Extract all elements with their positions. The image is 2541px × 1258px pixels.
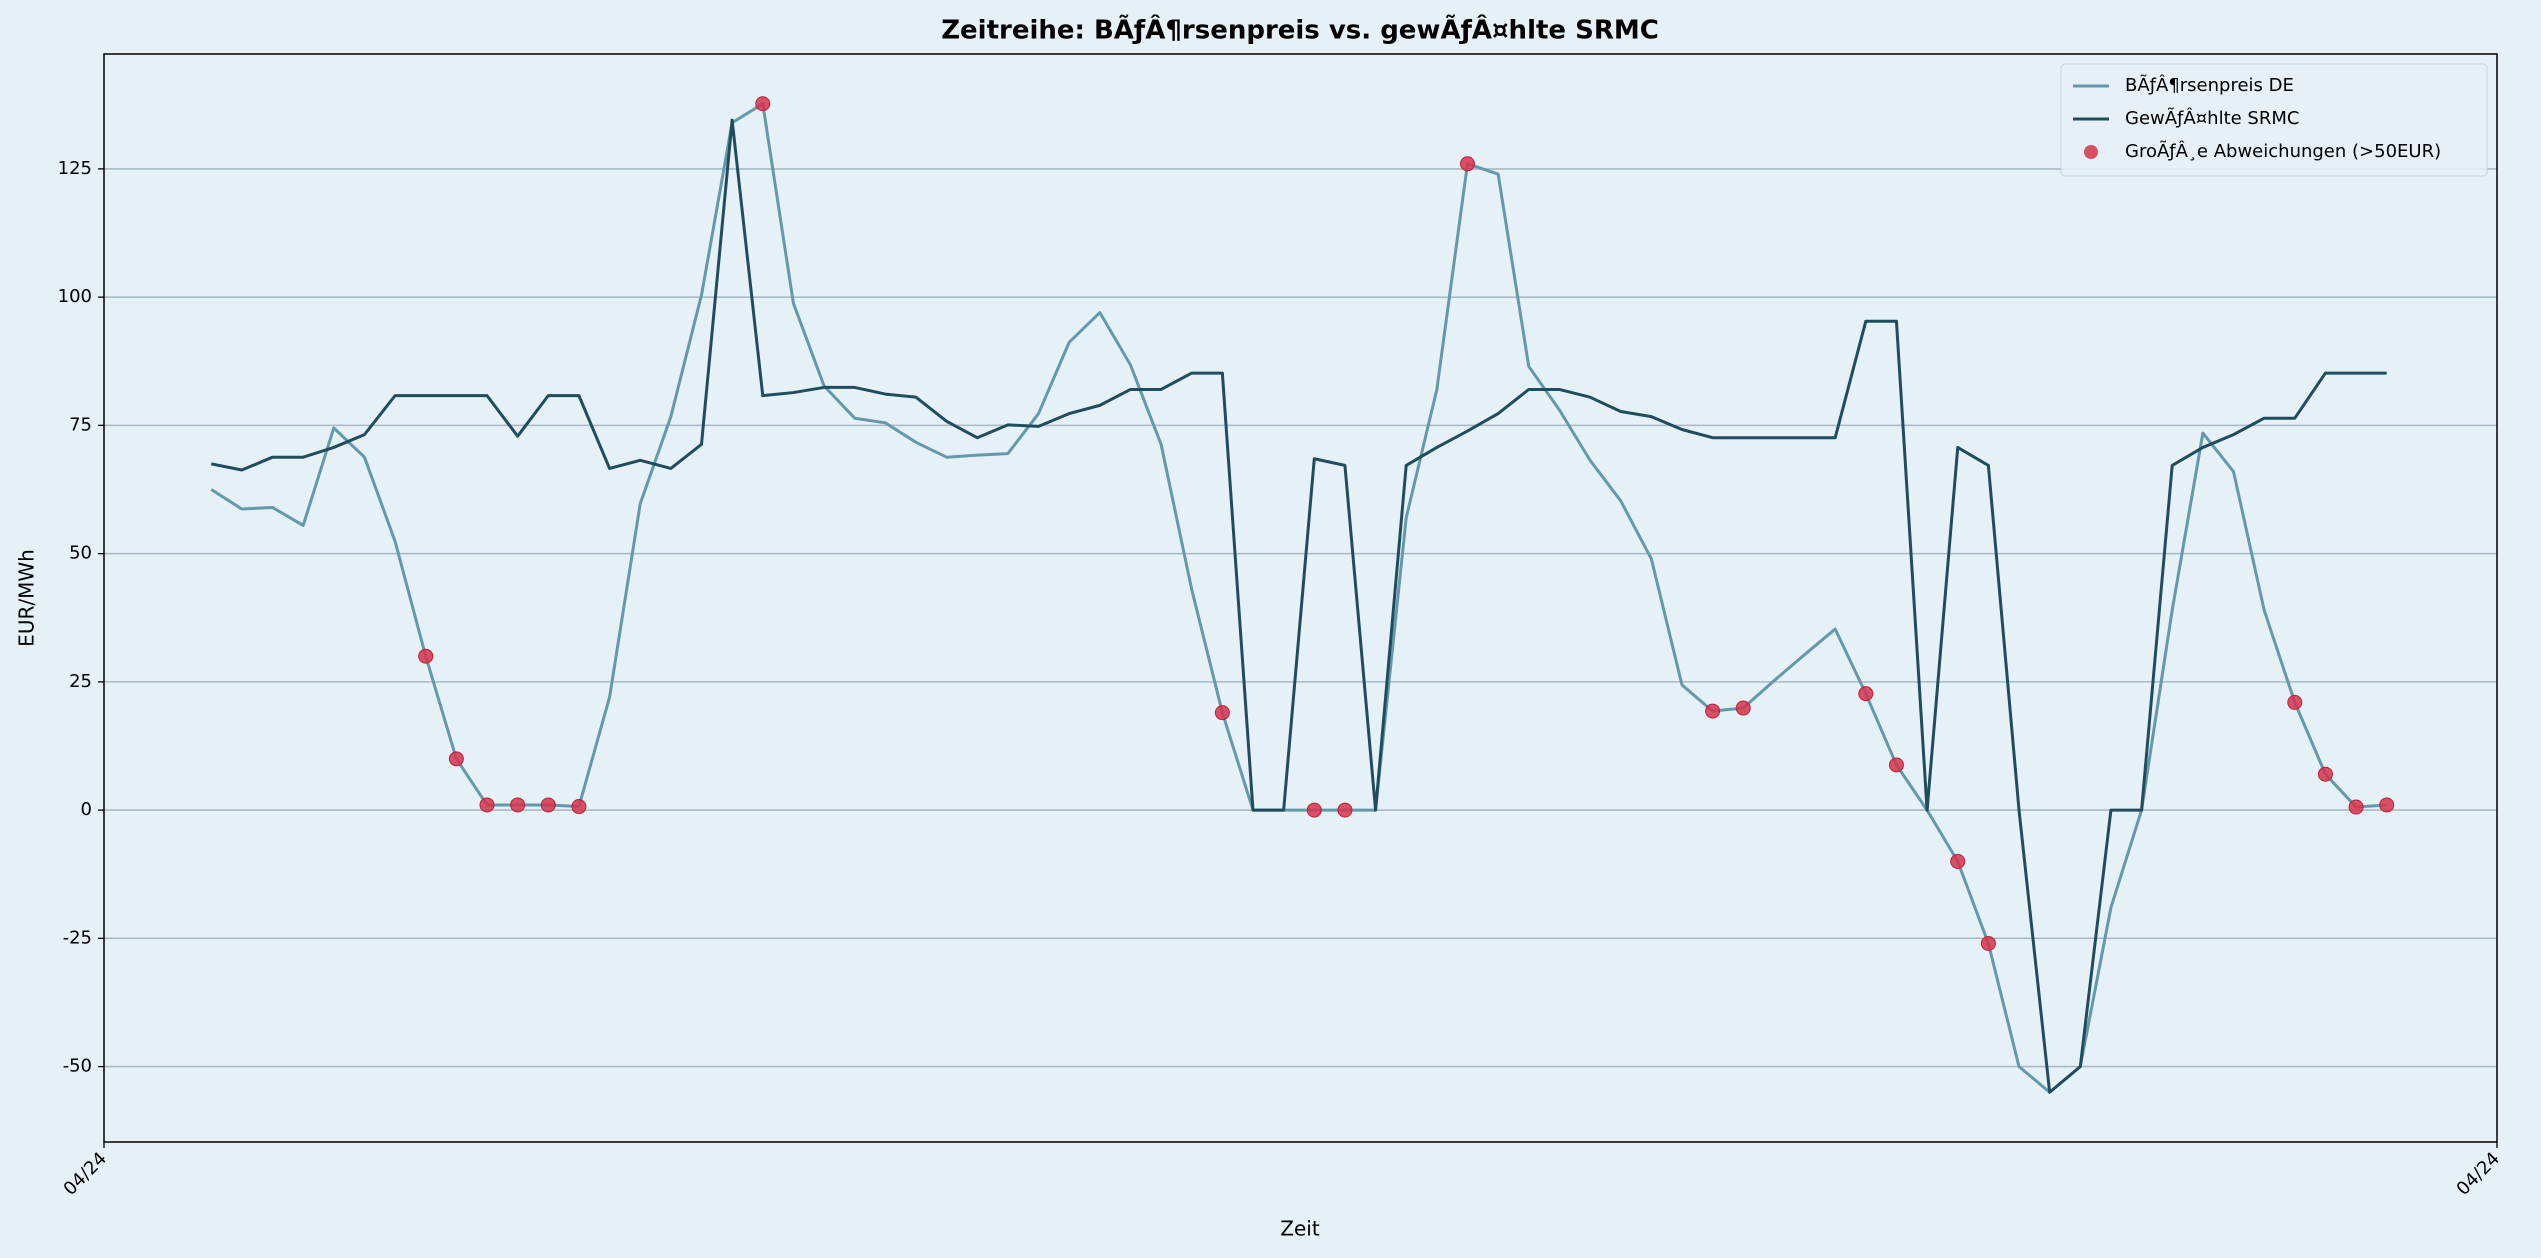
legend-label: GroÃƒÂ¸e Abweichungen (>50EUR) — [2125, 140, 2441, 162]
y-tick-label: 50 — [69, 543, 92, 564]
scatter-point — [1459, 156, 1475, 172]
scatter-point — [510, 797, 526, 813]
scatter-point — [1337, 802, 1353, 818]
scatter-point — [1980, 935, 1996, 951]
legend-label: BÃƒÂ¶rsenpreis DE — [2125, 74, 2294, 96]
scatter-point — [1705, 703, 1721, 719]
scatter-point — [418, 648, 434, 664]
y-tick-label: -50 — [63, 1056, 92, 1077]
scatter-point — [540, 797, 556, 813]
line-series — [210, 118, 2387, 1094]
scatter-point — [2287, 694, 2303, 710]
chart-title: Zeitreihe: BÃƒÂ¶rsenpreis vs. gewÃƒÂ¤hlt… — [941, 14, 1659, 46]
y-tick-label: 100 — [58, 286, 92, 307]
scatter-point — [1858, 686, 1874, 702]
scatter-point — [1735, 700, 1751, 716]
scatter-point — [1306, 802, 1322, 818]
scatter-point — [2348, 799, 2364, 815]
scatter-point — [448, 751, 464, 767]
legend-marker — [2084, 145, 2098, 159]
y-axis-label: EUR/MWh — [15, 549, 39, 647]
y-tick-label: -25 — [63, 927, 92, 948]
x-axis-label: Zeit — [1280, 1217, 1320, 1241]
y-tick-label: 125 — [58, 158, 92, 179]
y-tick-label: 0 — [81, 799, 92, 820]
scatter-point — [571, 799, 587, 815]
scatter-point — [1888, 757, 1904, 773]
y-tick-label: 25 — [69, 671, 92, 692]
scatter-point — [1950, 853, 1966, 869]
scatter-point — [479, 797, 495, 813]
scatter-point — [2379, 797, 2395, 813]
scatter-point — [755, 96, 771, 112]
axes-frame — [103, 53, 2498, 1143]
scatter-point — [2317, 766, 2333, 782]
legend-box — [2060, 63, 2488, 177]
legend-label: GewÃƒÂ¤hlte SRMC — [2125, 107, 2299, 129]
scatter-point — [1214, 705, 1230, 721]
y-tick-label: 75 — [69, 414, 92, 435]
